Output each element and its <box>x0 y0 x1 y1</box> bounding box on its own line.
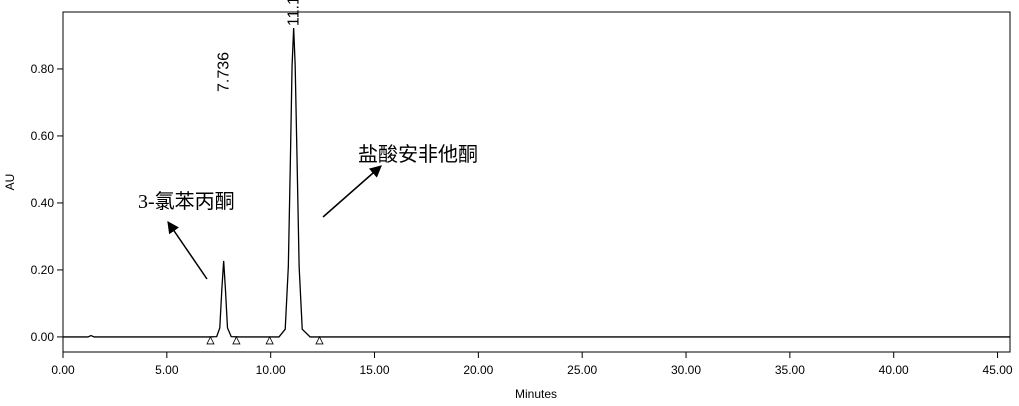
x-tick-label: 30.00 <box>671 363 701 377</box>
x-axis-label: Minutes <box>515 387 557 401</box>
y-tick-label: 0.00 <box>31 330 55 344</box>
x-tick-label: 35.00 <box>775 363 805 377</box>
peak-label: 7.736 <box>216 52 233 92</box>
y-tick-label: 0.20 <box>31 263 55 277</box>
x-tick-label: 5.00 <box>155 363 179 377</box>
integration-mark <box>265 336 274 345</box>
x-tick-label: 20.00 <box>463 363 493 377</box>
integration-mark <box>206 336 215 345</box>
signal-line <box>63 28 1010 338</box>
x-tick-label: 40.00 <box>879 363 909 377</box>
x-tick-label: 0.00 <box>51 363 75 377</box>
y-tick-label: 0.60 <box>31 129 55 143</box>
x-tick-label: 15.00 <box>359 363 389 377</box>
x-tick-label: 45.00 <box>983 363 1013 377</box>
integration-mark <box>315 336 324 345</box>
y-axis-label: AU <box>3 174 17 191</box>
y-tick-label: 0.80 <box>31 62 55 76</box>
integration-mark <box>232 336 241 345</box>
annotation-arrow <box>167 221 208 280</box>
annotation-arrow <box>322 165 382 218</box>
annotation: 3-氯苯丙酮 <box>138 190 235 213</box>
annotation: 盐酸安非他酮 <box>358 143 478 166</box>
x-tick-label: 25.00 <box>567 363 597 377</box>
plot-frame <box>62 11 1011 353</box>
y-tick-label: 0.40 <box>31 196 55 210</box>
peak-label: 11.107 <box>286 0 303 26</box>
x-tick-label: 10.00 <box>256 363 286 377</box>
